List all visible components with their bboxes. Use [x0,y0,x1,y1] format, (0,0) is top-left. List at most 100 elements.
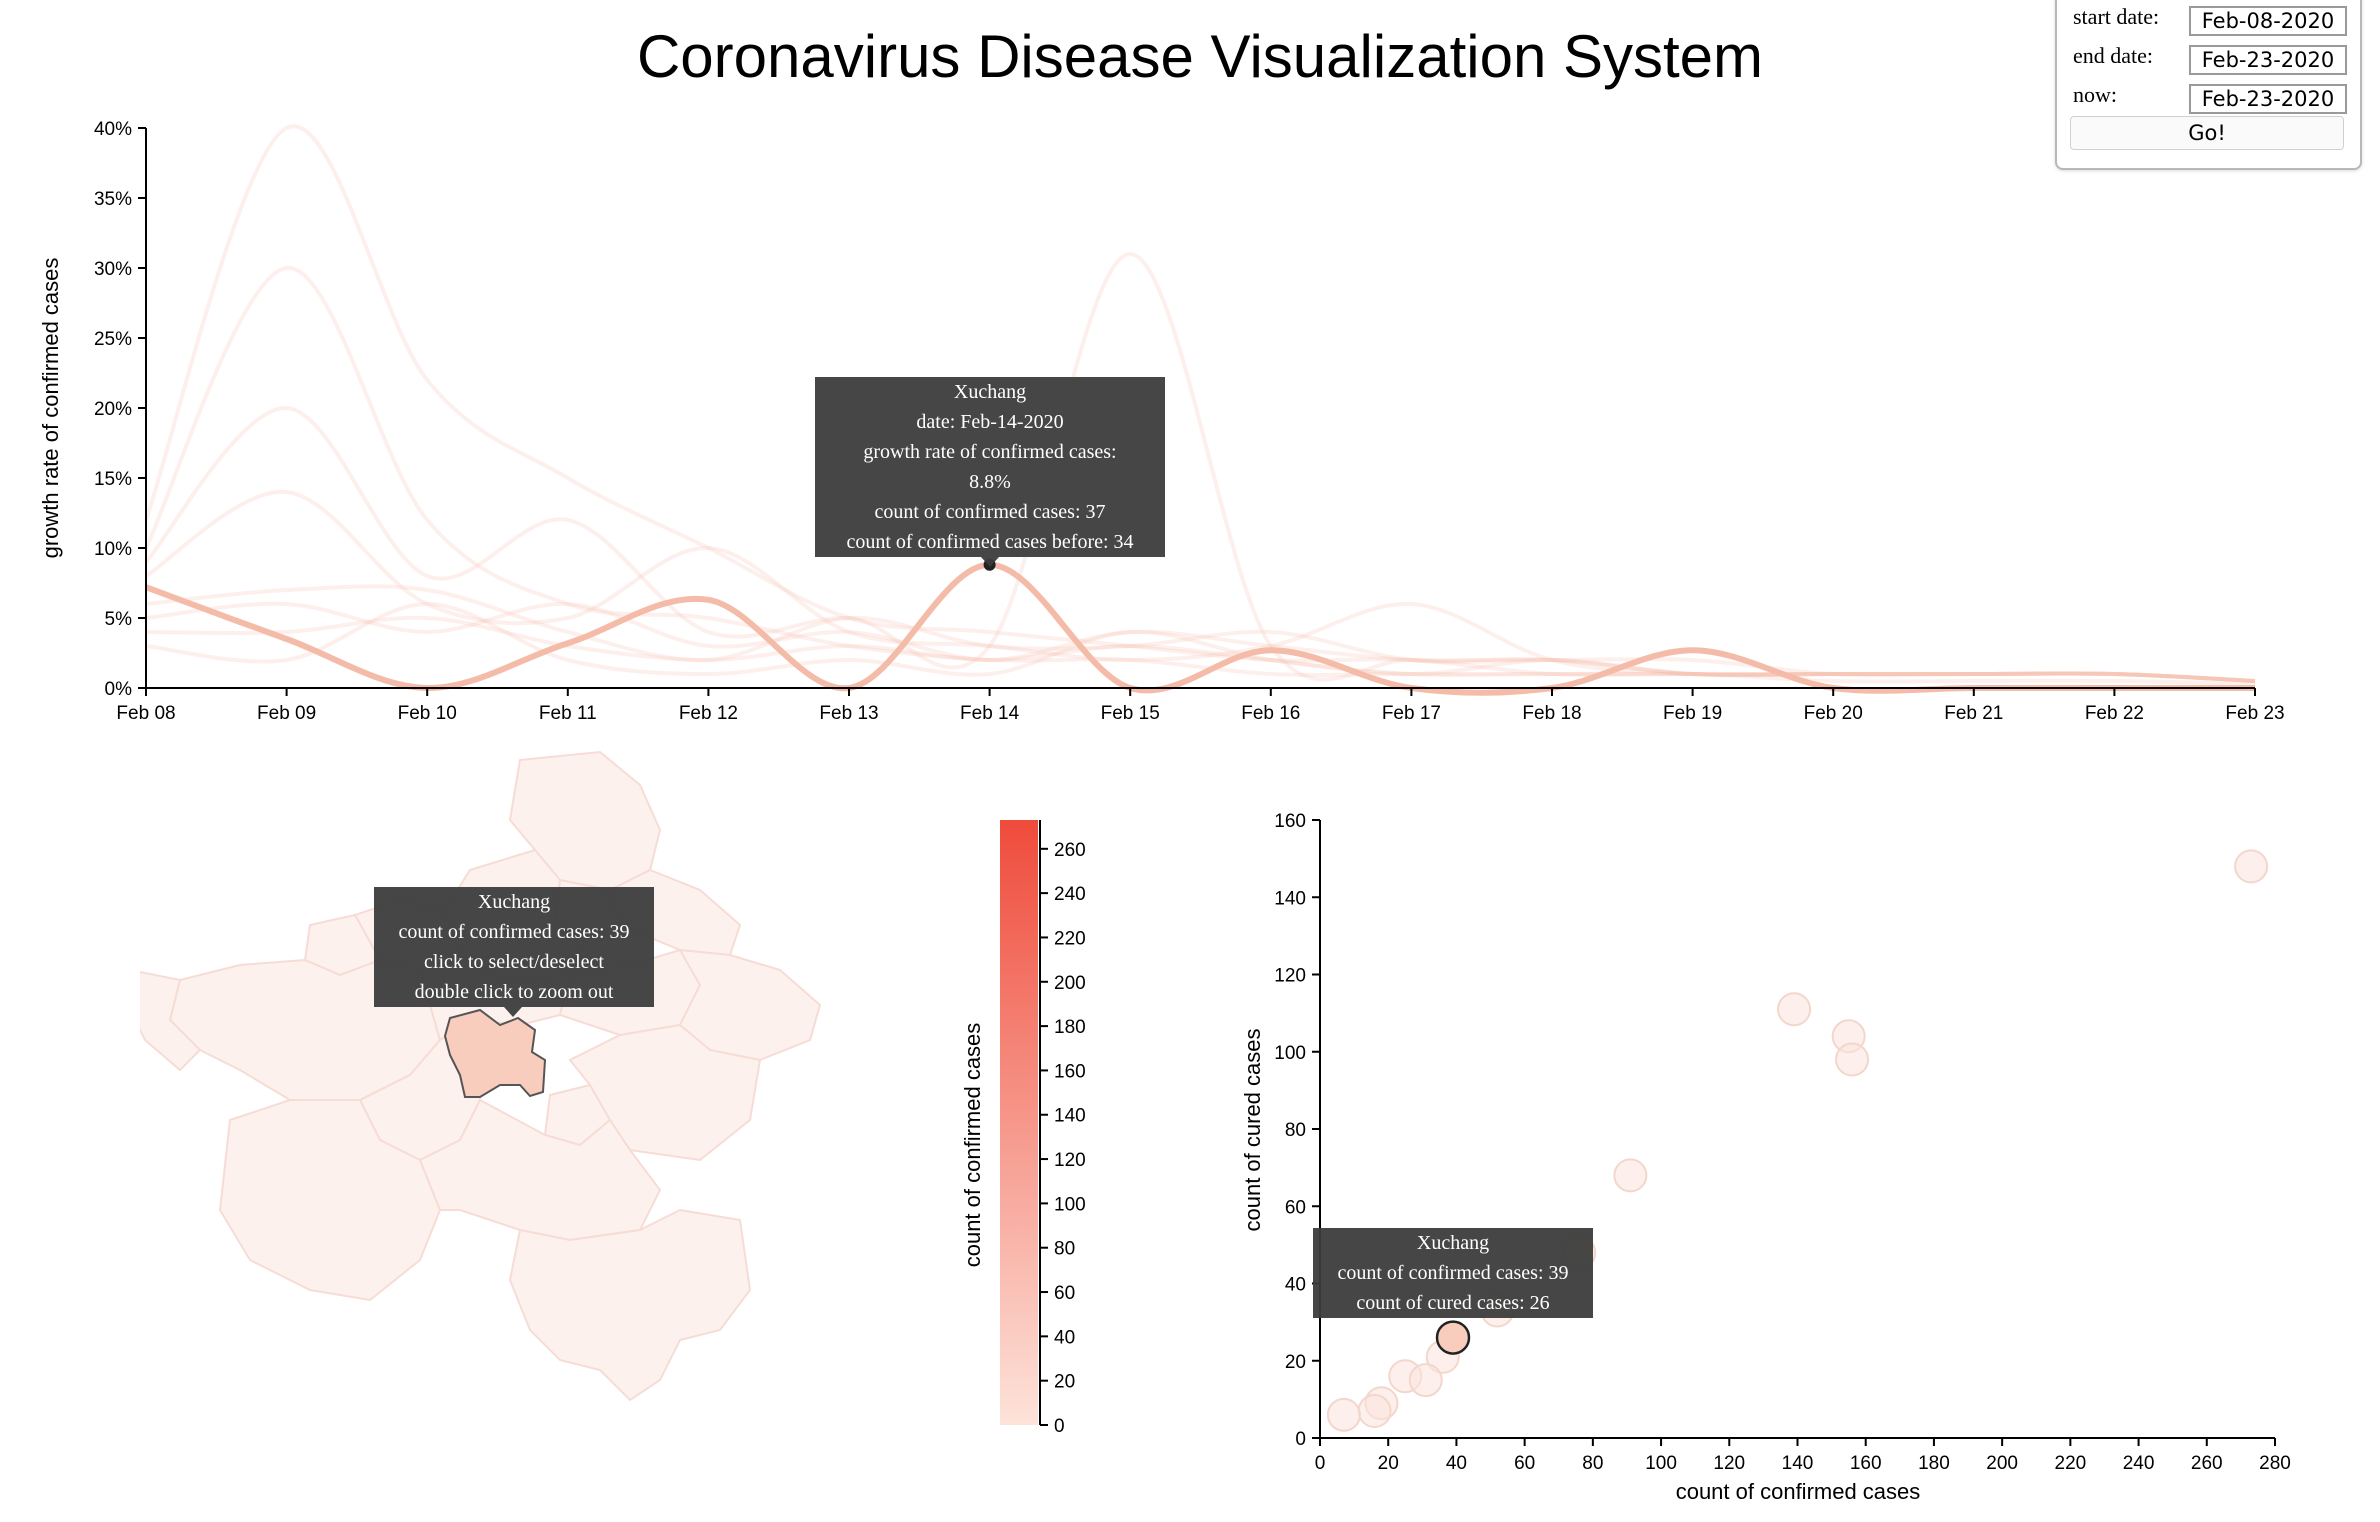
colorbar-tick-label: 260 [1054,840,1086,861]
x-tick-label: Feb 10 [398,703,457,724]
map-tip-hint-zoom: double click to zoom out [414,981,614,1003]
map-tip-arrow [504,1007,522,1017]
background-series-1 [144,265,2256,683]
scatter-x-tick-label: 200 [1986,1453,2018,1474]
now-date-input[interactable]: Feb-23-2020 [2189,84,2347,114]
colorbar-gradient [1000,820,1038,1425]
scatter-y-tick-label: 120 [1274,966,1306,987]
colorbar-tick-label: 40 [1054,1327,1075,1348]
map-region-sanmenxia[interactable] [140,970,202,1072]
line-chart-ylabel: growth rate of confirmed cases [38,258,63,559]
colorbar-tick-label: 120 [1054,1150,1086,1171]
x-tick-label: Feb 21 [1944,703,2003,724]
start-date-label: start date: [2073,4,2160,29]
map-region-nanyang[interactable] [218,1099,442,1302]
background-series-7 [145,601,2256,686]
confirmed-vs-cured-scatter: 0 20 40 60 80 100 120 140 160 0 20 40 60 80 100 120 140 1… [1240,811,2291,1504]
scatter-x-tick-label: 260 [2191,1453,2223,1474]
now-date-row: now: Feb-23-2020 [2065,82,2355,116]
x-tick-label: Feb 13 [819,703,878,724]
scatter-x-tick-label: 60 [1514,1453,1535,1474]
scatter-x-tick-label: 220 [2055,1453,2087,1474]
scatter-y-tick-label: 80 [1285,1120,1306,1141]
background-series-5 [145,601,2256,683]
scatter-tip-count: count of confirmed cases: 39 [1337,1262,1569,1284]
scatter-y-tick-label: 160 [1274,811,1306,832]
x-tick-label: Feb 19 [1663,703,1722,724]
line-tip-name: Xuchang [953,381,1027,403]
end-date-label: end date: [2073,43,2154,68]
x-tick-label: Feb 11 [539,703,597,724]
colorbar-tick-label: 220 [1054,928,1086,949]
x-tick-label: Feb 08 [116,703,175,724]
colorbar-tick-label: 180 [1054,1017,1086,1038]
xuchang-series-line[interactable] [144,561,2255,696]
scatter-x-tick-label: 100 [1645,1453,1677,1474]
line-tip-date: date: Feb-14-2020 [916,411,1064,433]
scatter-x-tick-label: 280 [2259,1453,2291,1474]
scatter-point[interactable] [1326,1397,1361,1432]
henan-choropleth-map [140,750,822,1402]
y-tick-label: 10% [94,539,132,560]
colorbar-ticks: 0 20 40 60 80 100 120 140 160 180 200 220 240 260 [1040,840,1086,1437]
scatter-point[interactable] [1835,1042,1870,1077]
scatter-y-tick-label: 0 [1295,1429,1306,1450]
y-tick-label: 40% [94,119,132,140]
background-series-2 [144,251,2256,683]
y-tick-label: 25% [94,329,132,350]
map-region-xuchang[interactable] [443,1008,547,1098]
scatter-y-tick-label: 100 [1274,1043,1306,1064]
end-date-input[interactable]: Feb-23-2020 [2189,45,2347,75]
x-tick-label: Feb 17 [1382,703,1441,724]
colorbar-tick-label: 200 [1054,973,1086,994]
go-button[interactable]: Go! [2070,116,2344,150]
background-series-4 [145,584,2256,683]
background-series-lines [144,124,2256,686]
y-tick-label: 30% [94,259,132,280]
map-region-xinyang[interactable] [508,1208,752,1402]
scatter-x-tick-label: 120 [1713,1453,1745,1474]
line-tip-count: count of confirmed cases: 37 [874,501,1106,523]
scatter-point[interactable] [1357,1393,1392,1428]
x-tick-label: Feb 09 [257,703,316,724]
background-series-0 [144,124,2256,683]
scatter-point-xuchang[interactable] [1435,1320,1471,1355]
scatter-points [1326,849,2269,1432]
x-tick-label: Feb 22 [2085,703,2144,724]
map-region-zhoukou[interactable] [568,1023,762,1162]
end-date-row: end date: Feb-23-2020 [2065,43,2355,77]
colorbar-tick-label: 0 [1054,1416,1065,1437]
map-tooltip: Xuchang count of confirmed cases: 39 cli… [374,887,654,1007]
scatter-point[interactable] [1613,1158,1648,1193]
scatter-point[interactable] [2234,849,2269,884]
start-date-input[interactable]: Feb-08-2020 [2189,6,2347,36]
colorbar-tick-label: 140 [1054,1106,1086,1127]
date-control-panel: start date: Feb-08-2020 end date: Feb-23… [2055,0,2362,170]
colorbar-label: count of confirmed cases [960,1023,985,1268]
colorbar-tick-label: 160 [1054,1061,1086,1082]
colorbar-tick-label: 100 [1054,1194,1086,1215]
scatter-x-tick-label: 160 [1850,1453,1882,1474]
scatter-point[interactable] [1777,992,1812,1027]
scatter-point[interactable] [1408,1363,1443,1398]
map-tip-name: Xuchang [477,891,551,913]
y-tick-label: 35% [94,189,132,210]
scatter-y-tick-label: 60 [1285,1197,1306,1218]
scatter-ylabel: count of cured cases [1240,1028,1265,1231]
scatter-x-tick-label: 140 [1782,1453,1814,1474]
scatter-y-tick-label: 20 [1285,1352,1306,1373]
scatter-x-tick-label: 40 [1446,1453,1467,1474]
colorbar-tick-label: 60 [1054,1283,1075,1304]
x-tick-label: Feb 12 [679,703,738,724]
x-tick-label: Feb 14 [960,703,1020,724]
scatter-tooltip: Xuchang count of confirmed cases: 39 cou… [1313,1228,1593,1318]
map-region-zhumadian[interactable] [418,1098,662,1242]
growth-rate-line-chart: 0% 5% 10% 15% 20% 25% 30% 35% 40% Feb 08 Feb 09 Feb… [38,119,2285,724]
map-tip-hint-select: click to select/deselect [424,951,604,973]
start-date-row: start date: Feb-08-2020 [2065,4,2355,38]
map-region-shangqiu[interactable] [678,948,822,1062]
scatter-x-tick-label: 240 [2123,1453,2155,1474]
scatter-axes: 0 20 40 60 80 100 120 140 160 0 20 40 60 80 100 120 140 1… [1274,811,2291,1474]
confirmed-cases-colorbar: 0 20 40 60 80 100 120 140 160 180 200 220 240 260 cou… [960,820,1086,1437]
line-chart-axes: 0% 5% 10% 15% 20% 25% 30% 35% 40% Feb 08 Feb 09 Feb… [94,119,2285,724]
